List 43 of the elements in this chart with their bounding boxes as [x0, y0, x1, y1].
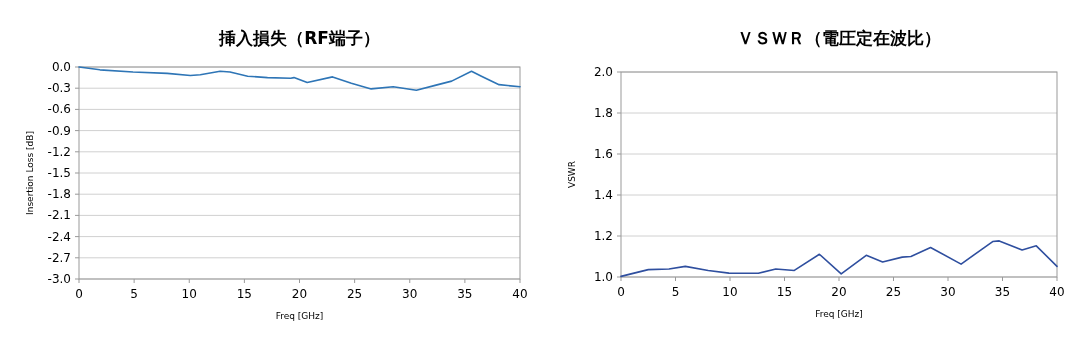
y-tick-label: -1.8 — [47, 187, 71, 202]
line-series — [620, 240, 1058, 278]
x-tick-label: 35 — [457, 287, 473, 301]
x-axis-title: Freq [GHz] — [275, 311, 324, 321]
y-tick-label: 1.8 — [593, 106, 613, 120]
x-tick-label: 25 — [885, 285, 902, 299]
x-tick-label: 10 — [722, 285, 738, 299]
y-tick-label: -1.5 — [47, 166, 71, 180]
x-tick-label: 15 — [776, 285, 793, 299]
x-tick-label: 25 — [346, 287, 363, 301]
x-tick-label: 20 — [831, 285, 847, 299]
y-tick-label: 1.4 — [593, 188, 613, 202]
y-tick-label: -2.4 — [47, 229, 71, 244]
y-tick-label: -2.7 — [47, 250, 71, 265]
x-tick-label: 5 — [671, 285, 680, 299]
chart-title: 挿入損失（RF端子） — [218, 28, 380, 48]
y-axis-title: Insertion Loss [dB] — [25, 131, 35, 215]
line-series — [78, 66, 521, 92]
x-tick-label: 10 — [181, 287, 197, 301]
x-tick-label: 30 — [402, 287, 418, 301]
x-tick-label: 20 — [291, 287, 308, 301]
x-tick-label: 0 — [75, 287, 83, 301]
y-tick-label: -0.6 — [47, 102, 71, 117]
y-tick-label: -0.9 — [47, 123, 71, 138]
x-tick-label: 5 — [130, 287, 138, 301]
x-tick-label: 40 — [512, 287, 528, 301]
y-tick-label: -2.1 — [47, 208, 71, 223]
x-axis-title: Freq [GHz] — [815, 309, 863, 319]
y-axis-title: VSWR — [567, 160, 577, 189]
x-tick-label: 0 — [617, 285, 625, 299]
y-tick-label: 0.0 — [51, 60, 71, 74]
y-tick-label: -3.0 — [47, 272, 71, 286]
y-tick-label: 1.6 — [593, 147, 613, 161]
x-tick-label: 30 — [940, 285, 956, 299]
y-tick-label: -1.2 — [47, 144, 71, 159]
y-tick-label: 1.2 — [593, 229, 613, 243]
x-tick-label: 15 — [236, 287, 253, 301]
y-tick-label: 2.0 — [593, 65, 613, 79]
y-tick-label: 1.0 — [593, 270, 613, 284]
y-tick-label: -0.3 — [47, 81, 71, 96]
x-tick-label: 40 — [1049, 285, 1065, 299]
chart-title: ＶＳＷＲ（電圧定在波比） — [737, 28, 941, 48]
x-tick-label: 35 — [994, 285, 1011, 299]
